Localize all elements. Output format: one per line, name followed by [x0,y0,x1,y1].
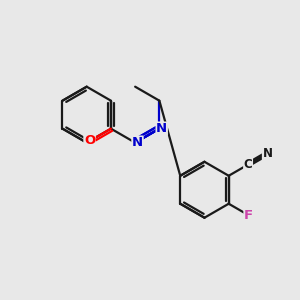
Text: C: C [244,158,253,171]
Text: N: N [132,136,143,149]
Text: F: F [244,209,253,222]
Text: O: O [84,134,95,148]
Text: N: N [262,147,272,160]
Text: N: N [156,122,167,135]
